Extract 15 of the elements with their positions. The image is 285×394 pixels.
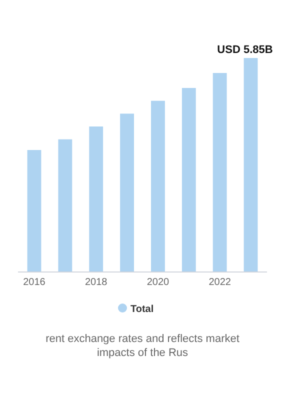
bar <box>151 100 165 272</box>
x-tick-label: 2018 <box>84 277 108 288</box>
text: rent exchange rates and reflects market impacts of the Rus <box>46 333 240 359</box>
bar <box>212 72 227 272</box>
legend-label: Total <box>130 304 154 315</box>
bar <box>27 150 42 272</box>
bar <box>89 126 104 272</box>
x-tick-label: 2016 <box>23 277 46 288</box>
bar <box>120 114 134 272</box>
bar <box>58 139 72 272</box>
x-tick-label: 2022 <box>208 277 232 288</box>
bar <box>182 88 196 272</box>
bar <box>244 58 258 272</box>
text: USD 5.85B <box>217 44 273 56</box>
x-tick-label: 2020 <box>146 277 170 288</box>
